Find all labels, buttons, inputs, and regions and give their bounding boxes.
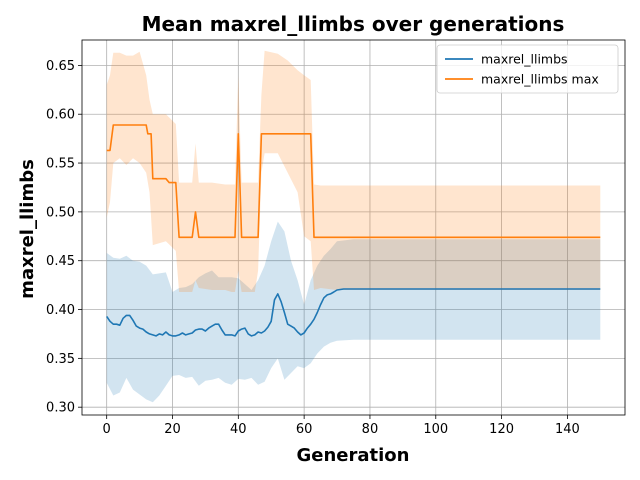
x-tick-label: 60 [296, 422, 313, 437]
x-tick-label: 100 [423, 422, 448, 437]
legend-label: maxrel_llimbs max [481, 72, 599, 87]
x-tick-label: 80 [362, 422, 379, 437]
x-tick-label: 40 [230, 422, 247, 437]
x-tick-label: 120 [489, 422, 514, 437]
max-confidence-band [106, 50, 601, 293]
legend-box [436, 44, 619, 94]
mean-series-line [106, 288, 601, 337]
chart-title: Mean maxrel_llimbs over generations [142, 12, 565, 36]
confidence-bands [106, 50, 601, 403]
x-tick-label: 140 [555, 422, 580, 437]
y-tick-label: 0.30 [46, 401, 75, 416]
plot-frame [81, 39, 626, 416]
legend-label: maxrel_llimbs [481, 52, 568, 67]
mean-confidence-band [106, 221, 601, 403]
y-tick-label: 0.60 [46, 108, 75, 123]
max-series-line [106, 124, 601, 239]
y-tick-label: 0.45 [46, 254, 75, 269]
x-axis-label: Generation [297, 445, 410, 466]
y-axis-ticks: 0.30 0.35 0.40 0.45 0.50 0.55 0.60 0.65 [46, 59, 82, 416]
y-tick-label: 0.50 [46, 205, 75, 220]
y-tick-label: 0.65 [46, 59, 75, 74]
x-tick-label: 20 [164, 422, 181, 437]
x-axis-ticks: 0 20 40 60 80 100 120 140 [103, 415, 580, 437]
plot-area [81, 39, 626, 416]
series-lines [106, 124, 601, 337]
y-tick-label: 0.55 [46, 157, 75, 172]
y-tick-label: 0.35 [46, 352, 75, 367]
legend: maxrel_llimbs maxrel_llimbs max [436, 44, 619, 94]
x-tick-label: 0 [103, 422, 111, 437]
y-axis-label: maxrel_llimbs [17, 159, 38, 299]
y-tick-label: 0.40 [46, 303, 75, 318]
